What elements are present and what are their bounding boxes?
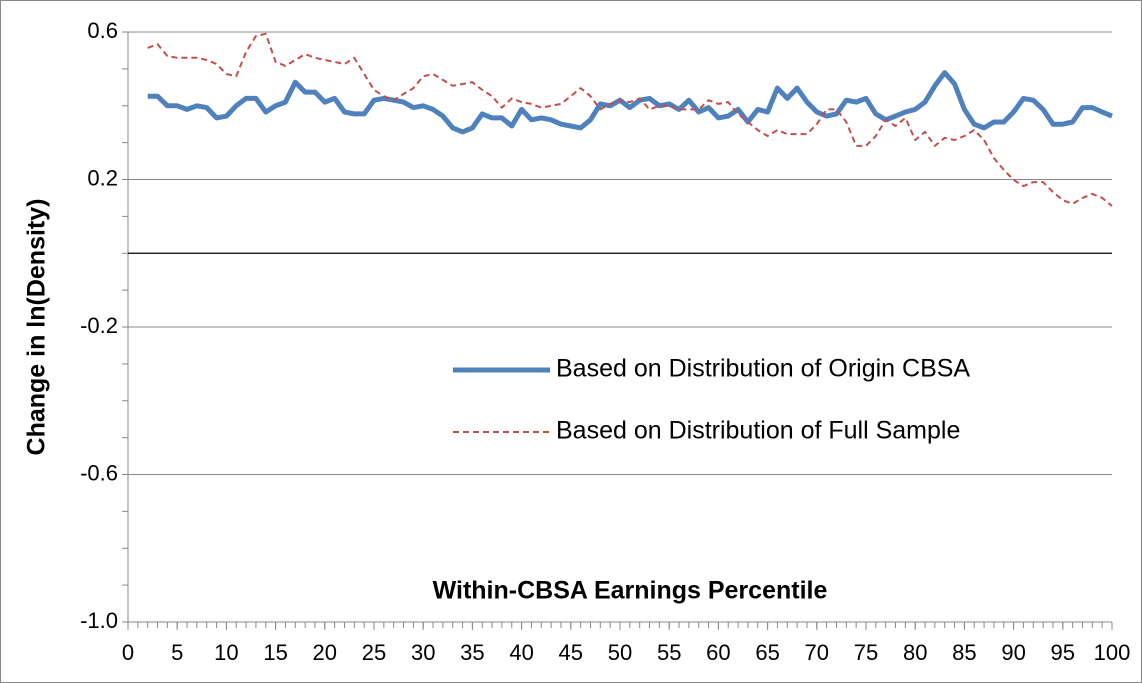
- y-tick-label: 0.6: [87, 18, 118, 43]
- x-tick-label: 45: [559, 640, 583, 665]
- x-tick-label: 80: [903, 640, 927, 665]
- x-tick-label: 85: [952, 640, 976, 665]
- series-line: [147, 32, 1113, 207]
- x-tick-label: 20: [313, 640, 337, 665]
- x-tick-label: 70: [805, 640, 829, 665]
- x-tick-label: 35: [460, 640, 484, 665]
- x-tick-label: 100: [1094, 640, 1131, 665]
- series-line: [147, 70, 1113, 135]
- x-tick-label: 50: [608, 640, 632, 665]
- y-tick-label: -1.0: [80, 608, 118, 633]
- x-tick-label: 15: [263, 640, 287, 665]
- x-tick-label: 75: [854, 640, 878, 665]
- x-tick-label: 55: [657, 640, 681, 665]
- x-tick-label: 40: [509, 640, 533, 665]
- x-tick-label: 90: [1001, 640, 1025, 665]
- y-tick-label: 0.2: [87, 165, 118, 190]
- legend-label: Based on Distribution of Origin CBSA: [556, 355, 970, 383]
- x-tick-label: 0: [122, 640, 134, 665]
- x-tick-label: 30: [411, 640, 435, 665]
- legend-label: Based on Distribution of Full Sample: [556, 417, 960, 445]
- x-tick-label: 5: [171, 640, 183, 665]
- x-tick-label: 25: [362, 640, 386, 665]
- x-axis-title: Within-CBSA Earnings Percentile: [433, 577, 828, 605]
- y-tick-label: -0.2: [80, 313, 118, 338]
- y-tick-label: -0.6: [80, 460, 118, 485]
- y-axis-title: Change in ln(Density): [23, 199, 51, 456]
- x-tick-label: 95: [1051, 640, 1075, 665]
- x-tick-label: 60: [706, 640, 730, 665]
- x-tick-label: 65: [755, 640, 779, 665]
- x-tick-label: 10: [214, 640, 238, 665]
